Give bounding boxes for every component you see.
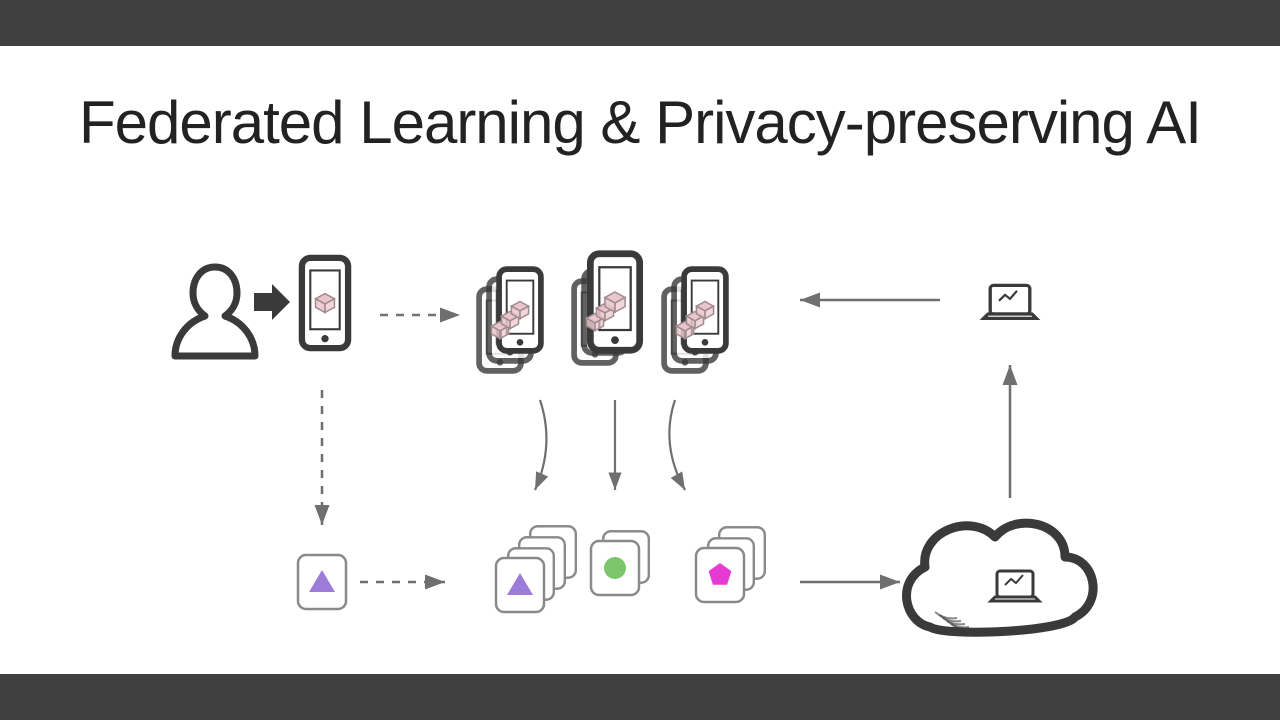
data-card-icon — [591, 541, 639, 595]
diagram-stage — [0, 0, 1280, 720]
laptop-icon — [984, 285, 1037, 318]
laptop-icon — [991, 571, 1039, 601]
user-icon — [175, 267, 255, 356]
data-card-icon — [696, 548, 744, 602]
card-stack-icon — [591, 531, 649, 595]
data-card-icon — [298, 555, 346, 609]
arrow-icon — [254, 284, 290, 320]
card-stack-icon — [696, 527, 765, 602]
card-stack-icon — [496, 526, 576, 612]
data-card-icon — [496, 558, 544, 612]
